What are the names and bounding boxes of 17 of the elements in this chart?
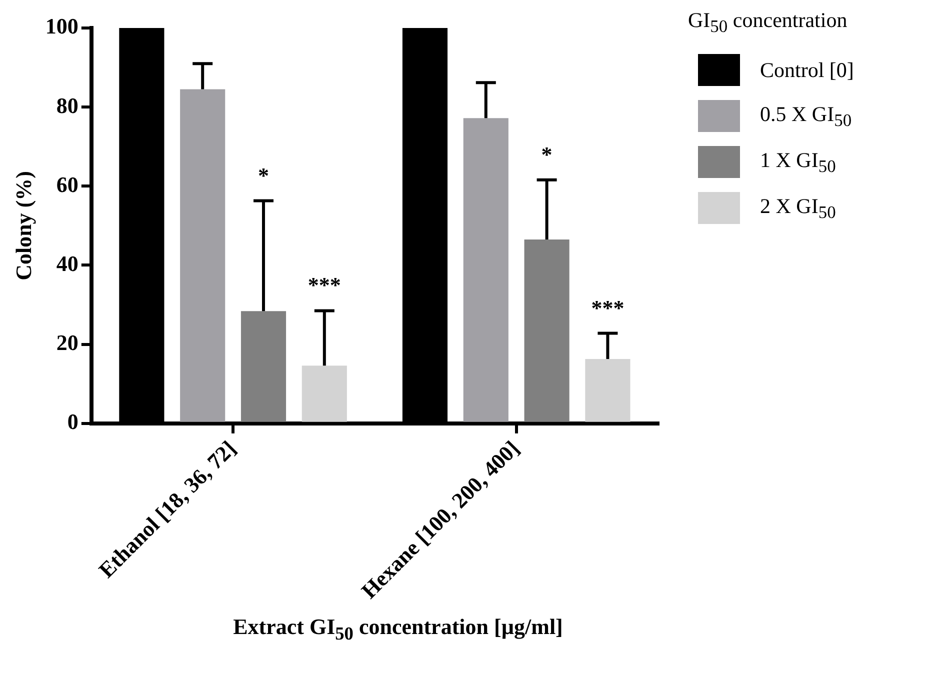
annotation: * — [541, 142, 552, 167]
y-tick-label: 60 — [56, 172, 78, 197]
x-axis-title: Extract GI$_{50}$ concentration [µg/ml] — [232, 614, 564, 644]
legend-label: 1 X GI$_{50}$ — [760, 148, 836, 177]
y-axis-title: Colony (%) — [10, 171, 36, 280]
legend-label: Control [0] — [760, 58, 854, 83]
y-tick-label: 100 — [45, 14, 78, 39]
y-tick-label: 20 — [56, 330, 78, 356]
legend-label: 2 X GI$_{50}$ — [760, 194, 836, 223]
y-tick-label: 40 — [56, 250, 78, 276]
annotation: *** — [308, 272, 341, 298]
legend-title: GI$_{50}$ concentration — [688, 8, 848, 38]
annotation: * — [258, 162, 270, 188]
y-tick-label: 0 — [67, 409, 78, 434]
y-tick-label: 80 — [56, 92, 78, 118]
annotation: *** — [591, 295, 624, 320]
legend-label: 0.5 X GI$_{50}$ — [760, 102, 852, 131]
